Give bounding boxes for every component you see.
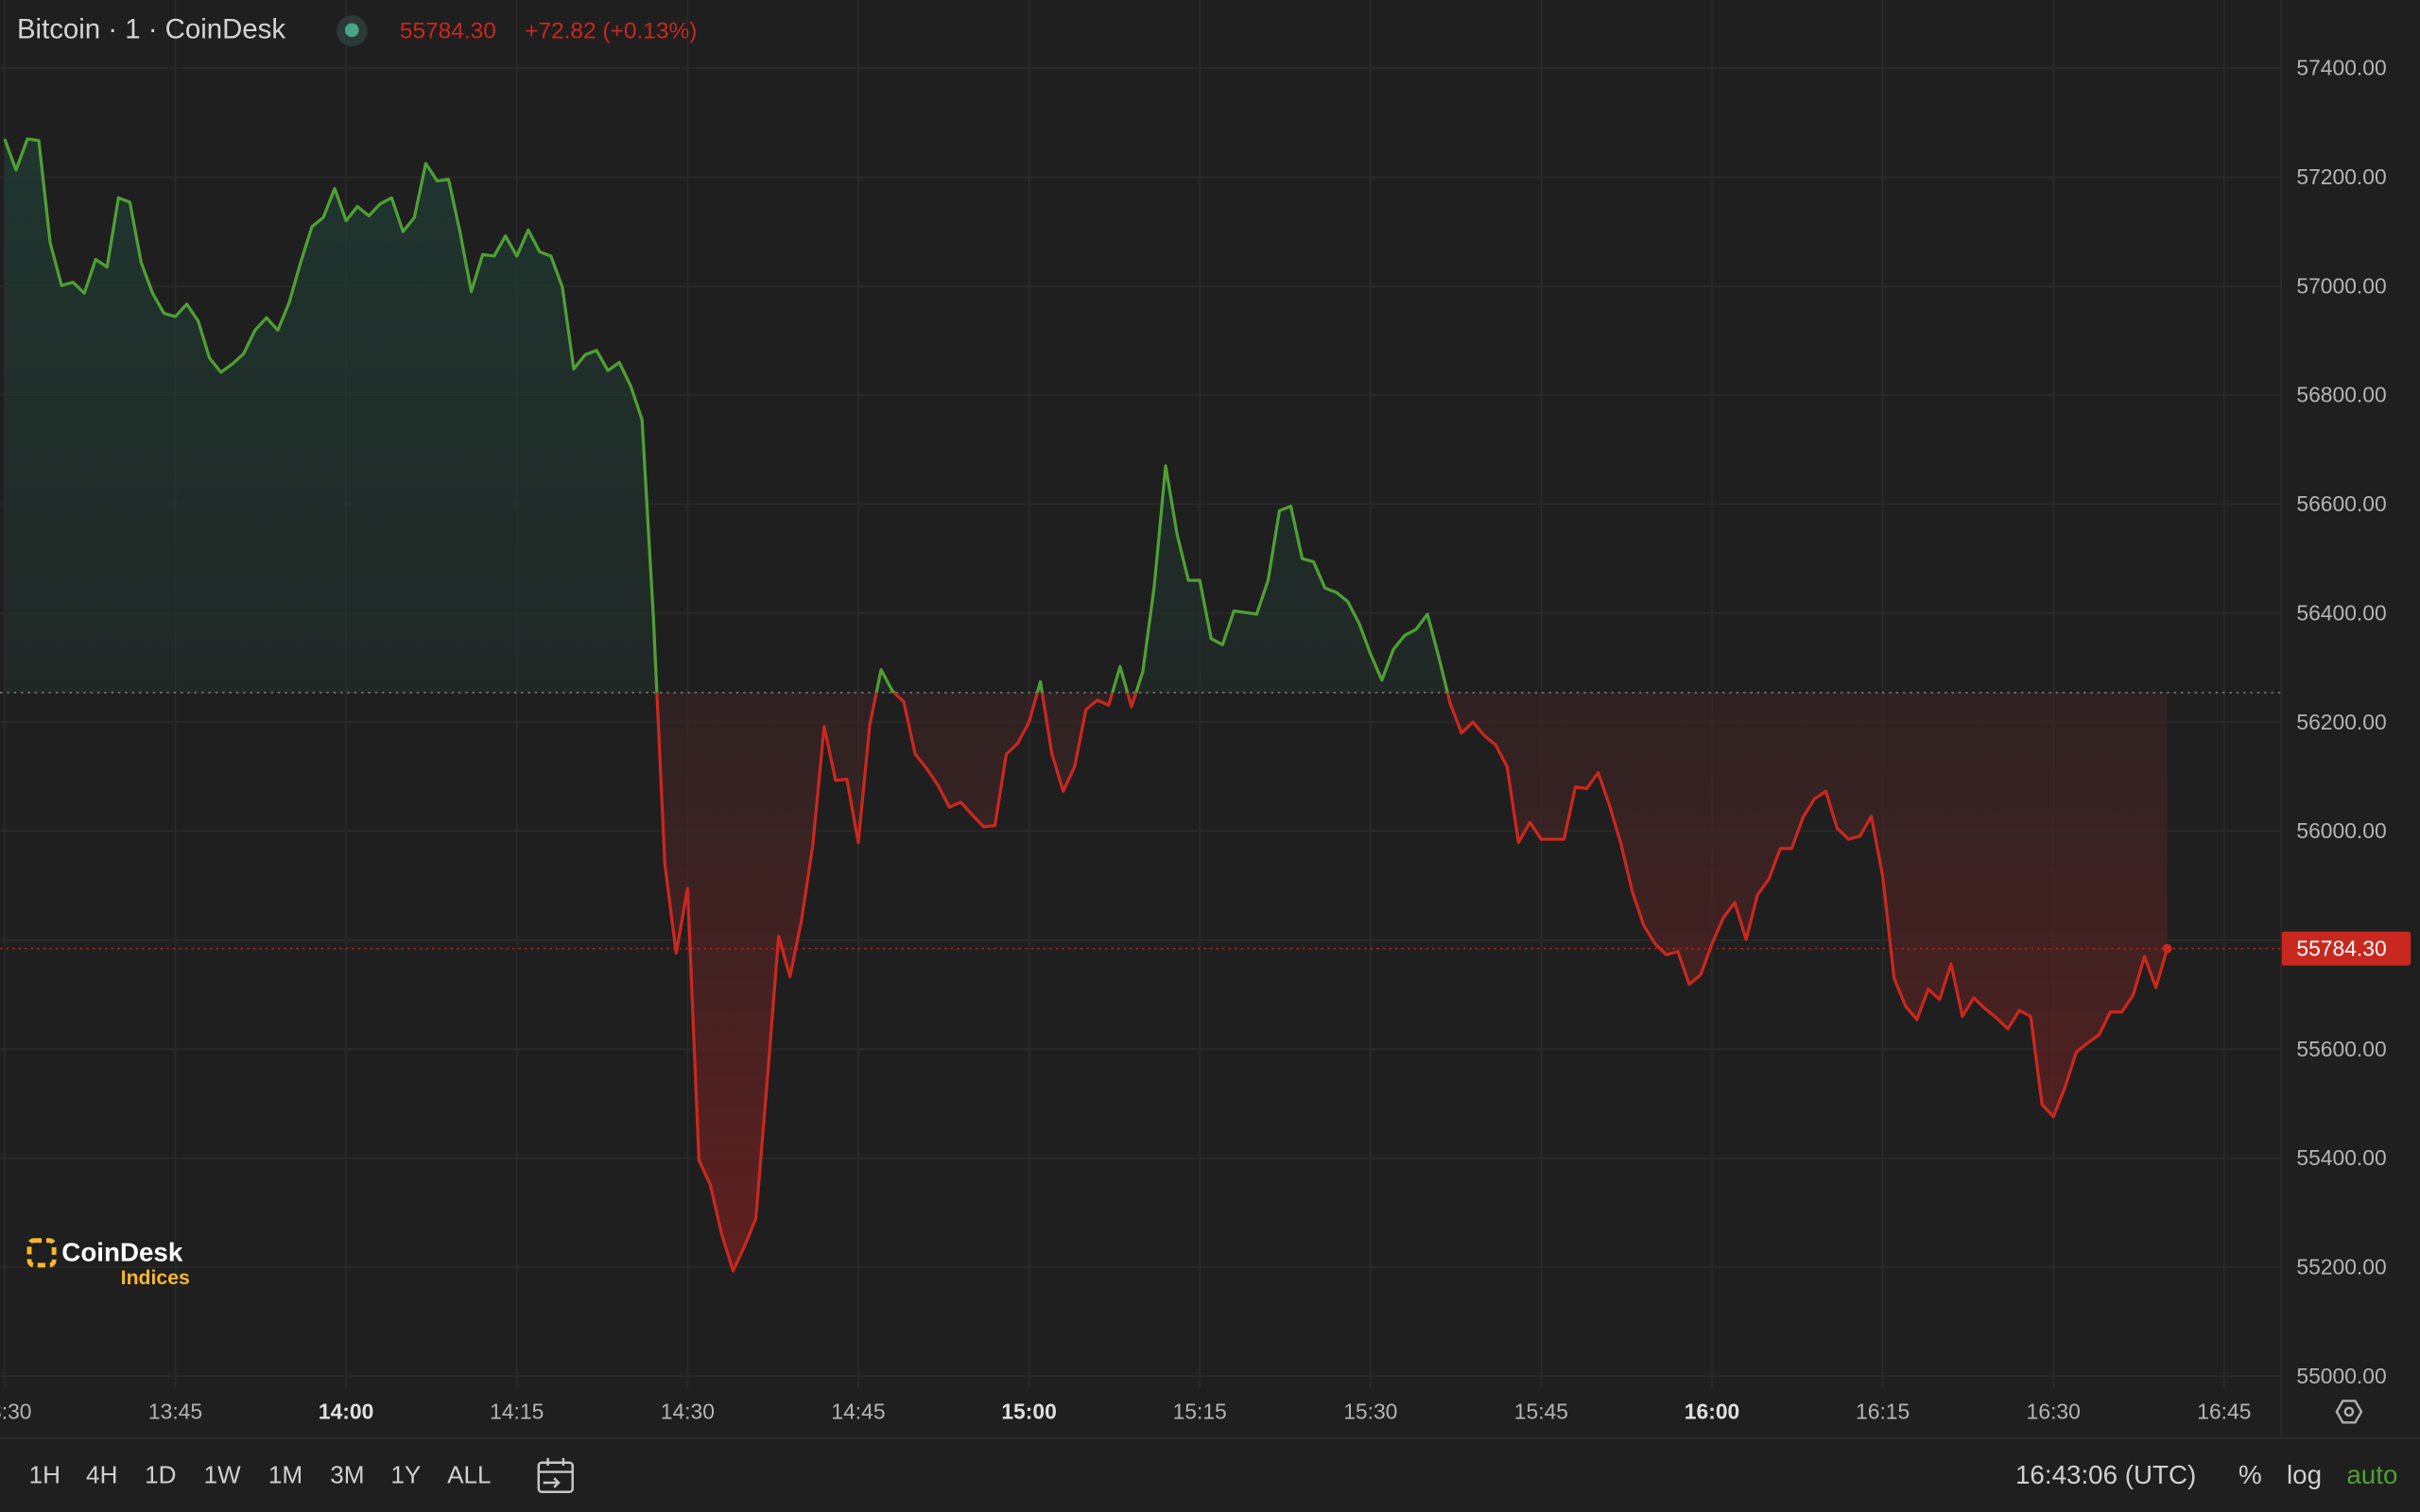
logo-sub: Indices (121, 1267, 190, 1289)
y-tick-label: 56400.00 (2296, 600, 2386, 625)
log-toggle[interactable]: log (2287, 1460, 2322, 1489)
header-price: 55784.30 (400, 19, 496, 44)
auto-toggle[interactable]: auto (2346, 1460, 2397, 1489)
x-tick-label: 14:45 (831, 1400, 885, 1424)
y-tick-label: 55200.00 (2296, 1254, 2386, 1279)
y-tick-label: 57400.00 (2296, 56, 2386, 80)
x-tick-label: 15:15 (1173, 1400, 1227, 1424)
settings-icon[interactable] (2335, 1400, 2363, 1424)
area-above (4, 139, 2168, 693)
axes: 55000.0055200.0055400.0055600.0055800.00… (0, 56, 2411, 1424)
x-tick-label: 16:15 (1856, 1400, 1910, 1424)
range-button[interactable]: 3M (330, 1460, 364, 1488)
x-tick-label: 14:00 (319, 1400, 373, 1424)
settings-core (2343, 1406, 2355, 1418)
y-tick-label: 55000.00 (2296, 1364, 2386, 1388)
percent-toggle[interactable]: % (2238, 1460, 2262, 1489)
settings-hex (2335, 1400, 2363, 1424)
logo: CoinDesk Indices (26, 1238, 190, 1289)
clock: 16:43:06 (UTC) (2015, 1460, 2196, 1489)
x-tick-label: 14:15 (490, 1400, 544, 1424)
y-tick-label: 55600.00 (2296, 1037, 2386, 1061)
range-button[interactable]: ALL (447, 1460, 491, 1488)
plot (0, 137, 2282, 1273)
y-tick-label: 56800.00 (2296, 383, 2386, 407)
header-change: +72.82 (+0.13%) (525, 19, 697, 44)
y-tick-label: 56000.00 (2296, 818, 2386, 843)
range-button[interactable]: 1M (268, 1460, 302, 1488)
last-price-dot (2162, 943, 2172, 954)
y-tick-label: 56600.00 (2296, 491, 2386, 516)
x-tick-label: 15:30 (1343, 1400, 1397, 1424)
calendar-body (537, 1461, 574, 1494)
last-price-label: 55784.30 (2296, 936, 2386, 960)
toolbar: 16:43:06 (UTC) % log auto 1H 4H 1D 1W 1M 3M 1Y… (29, 1457, 2397, 1494)
range-button[interactable]: 1W (204, 1460, 242, 1488)
symbol-title: Bitcoin · 1 · CoinDesk (17, 13, 285, 44)
range-button[interactable]: 1H (29, 1460, 60, 1488)
logo-name: CoinDesk (61, 1238, 183, 1267)
x-tick-label: 16:45 (2197, 1400, 2251, 1424)
range-button[interactable]: 1Y (390, 1460, 421, 1488)
calendar-arrow (543, 1477, 561, 1488)
x-tick-label: 13:45 (148, 1400, 202, 1424)
x-tick-label: 13:30 (0, 1400, 31, 1424)
x-tick-label: 16:30 (2027, 1400, 2081, 1424)
x-tick-label: 15:45 (1514, 1400, 1568, 1424)
x-tick-label: 16:00 (1685, 1400, 1739, 1424)
y-tick-label: 56200.00 (2296, 710, 2386, 734)
date-range-icon[interactable] (537, 1457, 574, 1494)
x-tick-label: 14:30 (661, 1400, 715, 1424)
y-tick-label: 57200.00 (2296, 164, 2386, 189)
status-dot[interactable] (344, 23, 359, 38)
price-line-down (655, 692, 2169, 1273)
x-tick-label: 15:00 (1001, 1400, 1056, 1424)
range-button[interactable]: 1D (145, 1460, 176, 1488)
y-tick-label: 57000.00 (2296, 273, 2386, 298)
last-price-tag (2281, 931, 2411, 966)
range-button[interactable]: 4H (86, 1460, 117, 1488)
area-below (656, 692, 2168, 1271)
y-tick-label: 55400.00 (2296, 1145, 2386, 1170)
price-line-up (3, 137, 1449, 693)
